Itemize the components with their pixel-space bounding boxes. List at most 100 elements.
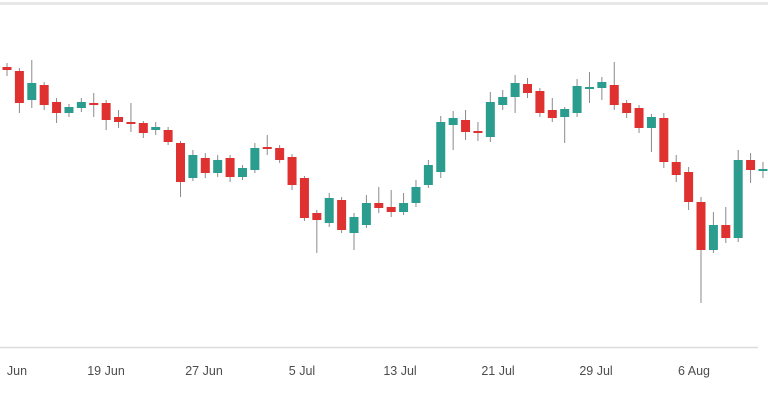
candle[interactable] <box>52 98 62 123</box>
candle-body <box>560 109 570 117</box>
top-divider <box>0 2 768 5</box>
candle[interactable] <box>523 78 533 98</box>
candle[interactable] <box>64 104 74 117</box>
candle[interactable] <box>361 195 371 228</box>
candle-body <box>609 85 619 105</box>
candle[interactable] <box>597 77 607 100</box>
x-axis-tick-label: 5 Jul <box>289 364 315 378</box>
candle[interactable] <box>708 212 718 253</box>
candle[interactable] <box>622 100 632 118</box>
candle[interactable] <box>250 143 260 173</box>
candle[interactable] <box>386 190 396 217</box>
x-axis-tick-label: 21 Jul <box>481 364 514 378</box>
candle[interactable] <box>237 165 247 180</box>
candle[interactable] <box>337 197 347 233</box>
x-axis-tick-label: 19 Jun <box>87 364 125 378</box>
candle-body <box>213 160 223 173</box>
candle-body <box>758 169 768 171</box>
candle[interactable] <box>535 88 545 117</box>
candle-body <box>2 67 12 70</box>
candle[interactable] <box>547 98 557 122</box>
candle-body <box>337 200 347 230</box>
candle-body <box>138 123 148 133</box>
candle-body <box>349 217 359 233</box>
candle-body <box>225 158 235 177</box>
candle[interactable] <box>696 197 706 303</box>
candle-body <box>200 158 210 173</box>
candle[interactable] <box>646 114 656 152</box>
candle[interactable] <box>312 210 322 253</box>
candle[interactable] <box>163 127 173 145</box>
candle[interactable] <box>2 63 12 76</box>
x-axis-tick-label: 27 Jun <box>185 364 223 378</box>
candle-body <box>572 86 582 113</box>
candle[interactable] <box>188 150 198 181</box>
candle[interactable] <box>572 79 582 117</box>
candle-body <box>14 71 24 103</box>
candle-body <box>510 83 520 97</box>
candle[interactable] <box>176 141 186 197</box>
candle[interactable] <box>27 60 37 108</box>
candle[interactable] <box>262 135 272 155</box>
candle-body <box>684 172 694 202</box>
candle[interactable] <box>584 72 594 103</box>
candle[interactable] <box>399 193 409 215</box>
candle[interactable] <box>349 213 359 250</box>
candle[interactable] <box>200 153 210 178</box>
candle[interactable] <box>151 122 161 135</box>
candle[interactable] <box>423 160 433 188</box>
candle-body <box>176 143 186 182</box>
candle[interactable] <box>485 92 495 142</box>
candle-body <box>547 110 557 118</box>
candle-body <box>535 91 545 113</box>
candle[interactable] <box>609 62 619 110</box>
candle[interactable] <box>213 155 223 177</box>
candle[interactable] <box>473 122 483 141</box>
candle[interactable] <box>659 113 669 168</box>
candle[interactable] <box>76 98 86 112</box>
candle[interactable] <box>411 180 421 207</box>
candle[interactable] <box>89 93 99 117</box>
candle[interactable] <box>448 111 458 150</box>
candle-body <box>399 203 409 212</box>
candle-body <box>498 97 508 105</box>
candle[interactable] <box>498 90 508 110</box>
candle[interactable] <box>733 150 743 242</box>
candle-body <box>287 157 297 185</box>
candle[interactable] <box>721 207 731 243</box>
candle-body <box>708 225 718 250</box>
candle-body <box>361 203 371 225</box>
candle[interactable] <box>510 75 520 113</box>
candle[interactable] <box>324 193 334 227</box>
candle[interactable] <box>758 162 768 178</box>
candle-body <box>151 127 161 130</box>
candle[interactable] <box>634 105 644 133</box>
candle[interactable] <box>374 187 384 213</box>
candle-body <box>448 118 458 125</box>
candle[interactable] <box>436 116 446 178</box>
candle[interactable] <box>114 110 124 128</box>
candle[interactable] <box>39 82 49 110</box>
candle[interactable] <box>560 107 570 143</box>
candle[interactable] <box>287 154 297 190</box>
candle-body <box>473 131 483 133</box>
candle[interactable] <box>138 121 148 138</box>
candle[interactable] <box>671 155 681 182</box>
candle-body <box>237 168 247 177</box>
candle-body <box>523 84 533 93</box>
candle[interactable] <box>101 100 111 130</box>
candle-body <box>423 165 433 185</box>
candle-body <box>275 148 285 160</box>
candle-body <box>733 160 743 238</box>
candle[interactable] <box>225 155 235 182</box>
candle[interactable] <box>299 176 309 221</box>
candle[interactable] <box>126 103 136 132</box>
candle[interactable] <box>275 145 285 163</box>
candle[interactable] <box>746 153 756 183</box>
candle[interactable] <box>461 110 471 140</box>
candle[interactable] <box>14 68 24 113</box>
candle[interactable] <box>684 167 694 210</box>
candle-body <box>461 120 471 132</box>
